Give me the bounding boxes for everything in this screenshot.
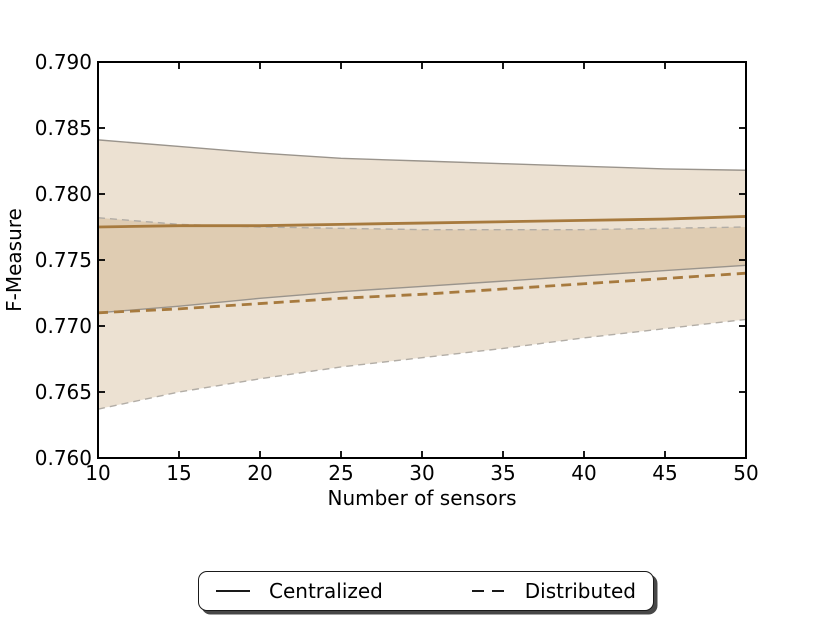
x-tick-label: 45 [652, 461, 678, 485]
x-tick-label: 30 [409, 461, 435, 485]
band-edge-lower-centralized [97, 264, 747, 314]
y-tick-label: 0.780 [34, 182, 92, 206]
y-tick-label: 0.760 [34, 446, 92, 470]
series-line-distributed [97, 271, 747, 315]
series-line-centralized [97, 215, 747, 229]
x-tick-label: 50 [733, 461, 759, 485]
legend: Centralized Distributed [198, 571, 654, 611]
legend-label: Distributed [524, 579, 636, 603]
x-tick-label: 15 [166, 461, 192, 485]
y-tick-label: 0.765 [34, 380, 92, 404]
x-tick-label: 25 [328, 461, 354, 485]
dashed-line-swatch-icon [471, 590, 506, 592]
y-tick-label: 0.775 [34, 248, 92, 272]
solid-line-swatch-icon [216, 590, 250, 592]
confidence-band-distributed [98, 217, 746, 410]
confidence-band-centralized [98, 139, 746, 313]
y-tick-label: 0.790 [34, 50, 92, 74]
legend-item-centralized: Centralized [216, 580, 383, 602]
y-tick-label: 0.770 [34, 314, 92, 338]
x-tick-label: 40 [571, 461, 597, 485]
x-tick-label: 20 [247, 461, 273, 485]
x-tick-label: 10 [85, 461, 111, 485]
y-tick-label: 0.785 [34, 116, 92, 140]
x-tick-label: 35 [490, 461, 516, 485]
y-axis-title: F-Measure [2, 208, 26, 312]
x-axis-title: Number of sensors [327, 486, 517, 510]
legend-item-distributed: Distributed [471, 579, 636, 603]
legend-label: Centralized [269, 579, 383, 603]
band-edge-upper-centralized [97, 139, 747, 171]
band-edge-lower-distributed [97, 318, 747, 410]
